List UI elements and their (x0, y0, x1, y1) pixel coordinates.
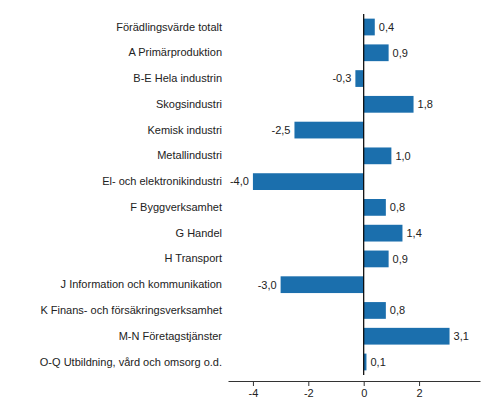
data-label: 3,1 (454, 330, 469, 342)
x-tick: -2 (304, 381, 314, 399)
bar (355, 70, 363, 87)
category-label: M-N Företagstjänster (119, 330, 223, 342)
bar (364, 302, 386, 319)
category-label: H Transport (165, 252, 222, 264)
y-tick: J Information och kommunikation (61, 278, 228, 290)
x-tick-line (364, 381, 365, 386)
bar (364, 19, 375, 36)
x-tick: -4 (249, 381, 259, 399)
x-tick-label: 0 (361, 387, 367, 399)
data-label: 0,9 (393, 253, 408, 265)
category-label: O-Q Utbildning, vård och omsorg o.d. (40, 356, 222, 368)
bar (281, 276, 364, 293)
y-tick: A Primärproduktion (128, 46, 228, 58)
x-tick: 2 (417, 381, 423, 399)
category-label: G Handel (176, 227, 222, 239)
data-label: 0,1 (370, 356, 385, 368)
x-axis-line (229, 381, 481, 382)
category-label: Metallindustri (157, 149, 222, 161)
y-axis: Förädlingsvärde totalt A Primärproduktion… (40, 21, 228, 368)
y-tick: H Transport (165, 252, 228, 264)
chart: 0,4 0,9 -0,3 1,8 -2,5 1,0 -4,0 0,8 1,4 0,9 -3,0 0,8… (0, 0, 491, 416)
y-tick: F Byggverksamhet (130, 201, 228, 213)
y-tick: G Handel (176, 227, 228, 239)
bar (294, 122, 363, 139)
y-tick: K Finans- och försäkringsverksamhet (40, 304, 228, 316)
data-label: 0,9 (393, 47, 408, 59)
x-tick-line (419, 381, 420, 386)
category-label: K Finans- och försäkringsverksamhet (40, 304, 222, 316)
bar (364, 251, 389, 268)
x-tick-label: 2 (417, 387, 423, 399)
data-label: -4,0 (230, 175, 249, 187)
category-label: Skogsindustri (156, 98, 222, 110)
category-label: F Byggverksamhet (130, 201, 222, 213)
data-label: -3,0 (258, 279, 277, 291)
y-tick: M-N Företagstjänster (119, 330, 228, 342)
data-label: 0,8 (390, 201, 405, 213)
y-tick: B-E Hela industrin (133, 72, 228, 84)
category-label: El- och elektronikindustri (102, 175, 222, 187)
bar (364, 199, 386, 216)
category-label: Förädlingsvärde totalt (116, 21, 222, 33)
category-label: Kemisk industri (147, 124, 222, 136)
x-tick-line (253, 381, 254, 386)
x-tick-label: -4 (249, 387, 259, 399)
x-tick: 0 (361, 381, 367, 399)
bar (253, 173, 364, 190)
bar (364, 44, 389, 61)
bar (364, 225, 403, 242)
data-label: 1,0 (395, 150, 410, 162)
data-label: 1,4 (406, 227, 421, 239)
zero-line (363, 14, 364, 375)
category-label: A Primärproduktion (128, 46, 222, 58)
data-label: 0,4 (379, 21, 394, 33)
bar (364, 328, 450, 345)
data-label: 1,8 (418, 98, 433, 110)
y-tick: Förädlingsvärde totalt (116, 21, 228, 33)
bars (253, 19, 450, 371)
category-label: J Information och kommunikation (61, 278, 222, 290)
y-tick: O-Q Utbildning, vård och omsorg o.d. (40, 356, 228, 368)
x-tick-line (308, 381, 309, 386)
x-tick-label: -2 (304, 387, 314, 399)
data-label: -0,3 (332, 72, 351, 84)
y-tick: El- och elektronikindustri (102, 175, 228, 187)
data-label: -2,5 (271, 124, 290, 136)
data-label: 0,8 (390, 304, 405, 316)
data-labels: 0,4 0,9 -0,3 1,8 -2,5 1,0 -4,0 0,8 1,4 0,9 -3,0 0,8… (230, 21, 469, 368)
y-tick: Kemisk industri (147, 124, 228, 136)
category-label: B-E Hela industrin (133, 72, 222, 84)
bar (364, 96, 414, 113)
y-tick: Skogsindustri (156, 98, 228, 110)
x-axis: -4 -2 0 2 (229, 381, 481, 399)
y-tick: Metallindustri (157, 149, 228, 161)
plot: 0,4 0,9 -0,3 1,8 -2,5 1,0 -4,0 0,8 1,4 0,9 -3,0 0,8… (40, 14, 481, 399)
bar (364, 147, 392, 164)
